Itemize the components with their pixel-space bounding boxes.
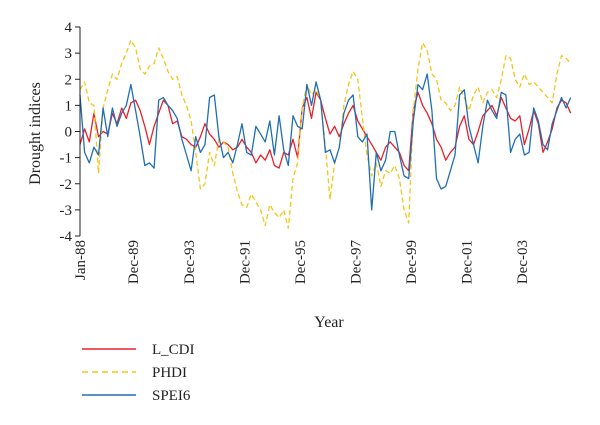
y-tick-label: -3 xyxy=(60,203,73,219)
y-tick-label: 4 xyxy=(65,20,73,36)
plot-series-group xyxy=(79,39,572,229)
x-tick-label: Dec-89 xyxy=(126,240,142,284)
x-axis-title: Year xyxy=(314,314,344,331)
x-tick-label: Dec-95 xyxy=(293,240,309,284)
x-tick-label: Dec-03 xyxy=(515,240,531,284)
y-tick-label: -1 xyxy=(60,151,73,167)
y-tick-group: -4 -3 -2 -1 0 1 2 3 4 xyxy=(60,20,80,245)
legend: L_CDI PHDI SPEI6 xyxy=(82,342,195,404)
y-tick-label: -4 xyxy=(60,229,73,245)
x-tick-label: Dec-93 xyxy=(182,240,198,284)
y-tick-label: 1 xyxy=(65,98,73,114)
series-line-l-cdi xyxy=(79,91,572,172)
x-tick-label: Dec-91 xyxy=(237,240,253,284)
legend-label: PHDI xyxy=(152,365,187,381)
x-tick-label: Dec-97 xyxy=(348,240,364,285)
x-tick-label: Jan-88 xyxy=(73,240,89,280)
y-tick-label: 2 xyxy=(65,72,73,88)
x-tick-label: Dec-01 xyxy=(460,240,476,284)
series-line-spei6 xyxy=(79,73,572,211)
y-tick-label: 0 xyxy=(65,125,73,141)
axes-group: -4 -3 -2 -1 0 1 2 3 4 Jan-88 Dec-89 Dec-93 Dec-91 De… xyxy=(60,20,532,284)
x-tick-label: Dec-99 xyxy=(404,240,420,284)
y-axis-title: Drought indices xyxy=(27,82,44,185)
legend-label: L_CDI xyxy=(152,342,195,358)
x-tick-group: Jan-88 Dec-89 Dec-93 Dec-91 Dec-95 Dec-97 Dec-… xyxy=(73,240,531,285)
y-tick-label: -2 xyxy=(60,177,73,193)
y-tick-label: 3 xyxy=(65,46,73,62)
legend-label: SPEI6 xyxy=(152,388,191,404)
series-line-phdi xyxy=(79,39,572,229)
